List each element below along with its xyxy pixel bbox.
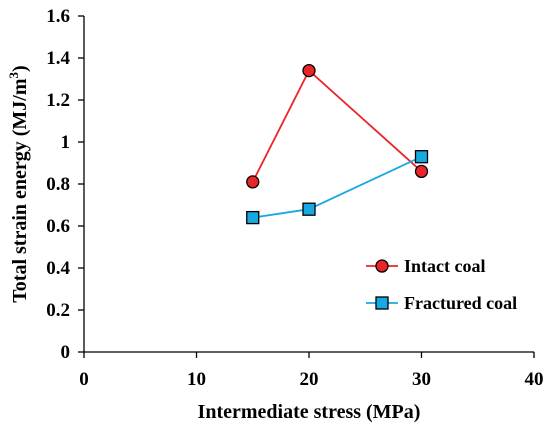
- y-tick-label: 0: [61, 342, 71, 363]
- series-fractured-coal: [246, 150, 429, 225]
- series-intact-coal: [246, 63, 429, 189]
- series-layer: [246, 63, 429, 225]
- y-tick-label: 0.4: [46, 258, 70, 279]
- data-point: [302, 202, 316, 216]
- series-line: [251, 69, 423, 183]
- y-axis-title-main: Total strain energy (MJ/m: [9, 78, 31, 303]
- x-tick-label: 30: [412, 369, 431, 390]
- y-tick-label: 0.2: [46, 300, 70, 321]
- x-tick-label: 40: [525, 369, 544, 390]
- series-line: [252, 155, 422, 219]
- y-axis-title-superscript: 3: [6, 71, 21, 78]
- data-point: [246, 175, 260, 189]
- x-tick-label: 20: [300, 369, 319, 390]
- data-point: [414, 164, 429, 179]
- y-axis-title-close: ): [9, 65, 31, 72]
- y-tick-label: 0.6: [46, 216, 70, 237]
- legend-label: Intact coal: [404, 256, 485, 276]
- legend: Intact coal Fractured coal: [366, 256, 517, 313]
- x-tick-label: 0: [79, 369, 89, 390]
- legend-marker: [375, 296, 389, 310]
- y-tick-label: 1: [61, 132, 71, 153]
- y-tick-label: 1.2: [46, 90, 70, 111]
- legend-item: Intact coal: [366, 256, 485, 276]
- ticks: 0 0.2 0.4 0.6 0.8 1 1.2 1.4 1.6 0 10 20 30 40: [46, 6, 543, 390]
- y-tick-label: 0.8: [46, 174, 70, 195]
- y-axis-title: Total strain energy (MJ/m3): [6, 65, 31, 302]
- x-axis-title: Intermediate stress (MPa): [198, 401, 421, 423]
- y-tick-label: 1.4: [46, 48, 70, 69]
- data-point: [246, 210, 260, 225]
- y-tick-label: 1.6: [46, 6, 70, 27]
- x-tick-label: 10: [187, 369, 206, 390]
- data-point: [414, 150, 429, 164]
- legend-label: Fractured coal: [404, 293, 517, 313]
- legend-marker: [375, 259, 389, 273]
- legend-item: Fractured coal: [366, 293, 517, 313]
- data-point: [302, 63, 316, 78]
